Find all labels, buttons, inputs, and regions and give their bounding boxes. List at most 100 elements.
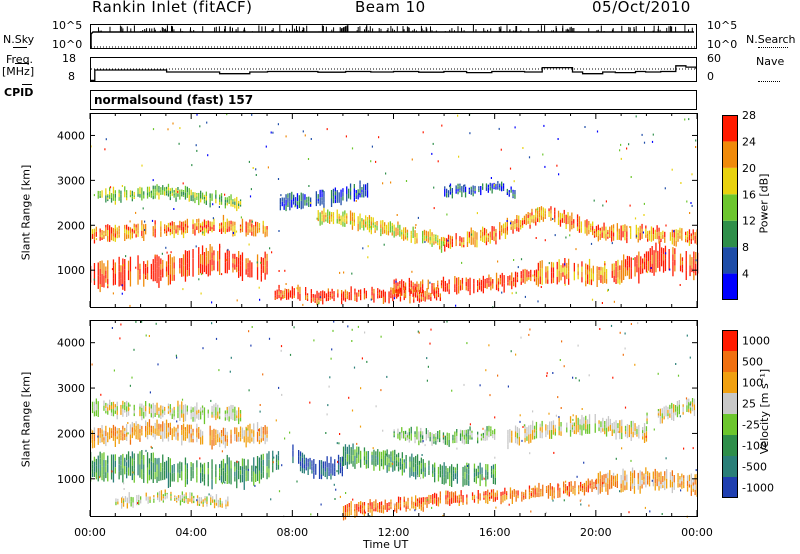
velocity-echo-cell: [167, 403, 170, 407]
power-echo-cell: [201, 192, 204, 196]
power-echo-cell: [330, 214, 333, 217]
velocity-echo-cell: [607, 489, 609, 495]
velocity-echo-cell: [110, 428, 113, 431]
velocity-echo-cell: [348, 507, 350, 512]
power-echo-cell: [110, 233, 113, 241]
power-echo-cell: [501, 282, 503, 287]
velocity-echo-cell: [183, 498, 185, 501]
velocity-echo-cell: [160, 427, 162, 432]
power-echo-cell: [298, 201, 300, 208]
velocity-noise-cell: [466, 465, 469, 467]
power-echo-cell: [154, 192, 156, 196]
velocity-echo-cell: [322, 468, 324, 476]
power-echo-cell: [107, 199, 109, 202]
power-echo-cell: [422, 288, 424, 294]
velocity-echo-cell: [101, 425, 103, 430]
power-echo-cell: [548, 214, 550, 217]
power-echo-cell: [278, 294, 280, 299]
velocity-echo-cell: [114, 431, 116, 437]
power-noise-cell: [554, 234, 556, 237]
velocity-echo-cell: [118, 471, 120, 480]
power-echo-cell: [391, 226, 393, 230]
power-echo-cell: [112, 232, 115, 237]
power-echo-cell: [274, 290, 276, 296]
power-echo-cell: [585, 274, 587, 281]
power-noise-cell: [326, 128, 328, 131]
velocity-echo-cell: [251, 476, 253, 482]
velocity-echo-cell: [129, 439, 132, 445]
velocity-echo-cell: [614, 481, 617, 487]
x-tick-label: 08:00: [276, 526, 308, 539]
power-echo-cell: [672, 247, 674, 255]
power-echo-cell: [137, 233, 139, 237]
power-echo-cell: [306, 199, 308, 203]
velocity-echo-cell: [464, 465, 466, 473]
velocity-echo-cell: [564, 488, 567, 491]
power-noise-cell: [405, 180, 408, 182]
velocity-echo-cell: [594, 414, 596, 424]
power-echo-cell: [236, 256, 238, 262]
velocity-echo-cell: [305, 457, 307, 462]
power-echo-cell: [186, 263, 188, 271]
velocity-echo-cell: [424, 467, 426, 473]
velocity-echo-cell: [422, 472, 424, 479]
power-echo-cell: [346, 193, 348, 202]
power-echo-cell: [426, 293, 428, 300]
velocity-echo-cell: [196, 402, 198, 407]
power-echo-cell: [404, 236, 407, 240]
power-echo-cell: [662, 254, 665, 261]
power-echo-cell: [203, 219, 206, 228]
velocity-echoes: [90, 320, 698, 521]
velocity-echo-cell: [209, 435, 211, 446]
velocity-echo-cell: [456, 429, 458, 433]
power-echo-cell: [529, 216, 531, 221]
velocity-echo-cell: [230, 429, 232, 435]
velocity-noise-cell: [624, 332, 626, 335]
velocity-echo-cell: [447, 490, 449, 495]
power-echo-cell: [521, 217, 524, 221]
velocity-echo-cell: [158, 491, 161, 497]
velocity-echo-cell: [126, 406, 128, 412]
power-echo-cell: [226, 255, 228, 262]
power-echo-cell: [181, 194, 183, 197]
velocity-echo-cell: [219, 502, 221, 505]
power-echo-cell: [368, 228, 371, 233]
power-echo-cell: [171, 190, 173, 194]
velocity-echo-cell: [466, 479, 468, 486]
velocity-echo-cell: [456, 435, 458, 440]
velocity-echo-cell: [122, 468, 124, 483]
power-echo-cell: [205, 265, 207, 275]
velocity-echo-cell: [523, 497, 525, 500]
velocity-noise-cell: [677, 374, 680, 377]
power-echo-cell: [232, 221, 234, 227]
velocity-echo-cell: [573, 426, 575, 431]
power-echo-cell: [640, 256, 642, 266]
power-echo-cell: [585, 280, 587, 287]
power-echo-cell: [296, 201, 299, 205]
power-echo-cell: [686, 236, 689, 240]
velocity-echo-cell: [200, 429, 202, 438]
power-echo-cell: [101, 190, 103, 194]
velocity-noise-cell: [479, 384, 481, 387]
velocity-echo-cell: [540, 490, 542, 493]
power-echo-cell: [480, 186, 482, 191]
velocity-echo-cell: [563, 487, 565, 491]
velocity-echo-cell: [175, 435, 177, 440]
velocity-echo-cell: [401, 463, 403, 470]
velocity-echo-cell: [487, 500, 489, 504]
velocity-noise-cell: [421, 454, 423, 456]
power-echo-cell: [499, 281, 501, 285]
velocity-echo-cell: [354, 455, 356, 463]
power-echo-cell: [173, 268, 175, 275]
velocity-echo-cell: [101, 473, 103, 481]
power-noise-cell: [375, 160, 377, 163]
velocity-echo-cell: [473, 477, 476, 483]
velocity-echo-cell: [397, 502, 400, 510]
power-echo-cell: [325, 212, 327, 215]
velocity-echo-cell: [230, 476, 232, 485]
velocity-echo-cell: [631, 467, 634, 473]
velocity-echo-cell: [203, 479, 206, 486]
power-echo-cell: [249, 219, 251, 223]
power-echo-cell: [554, 207, 556, 212]
power-echo-cell: [454, 284, 456, 289]
